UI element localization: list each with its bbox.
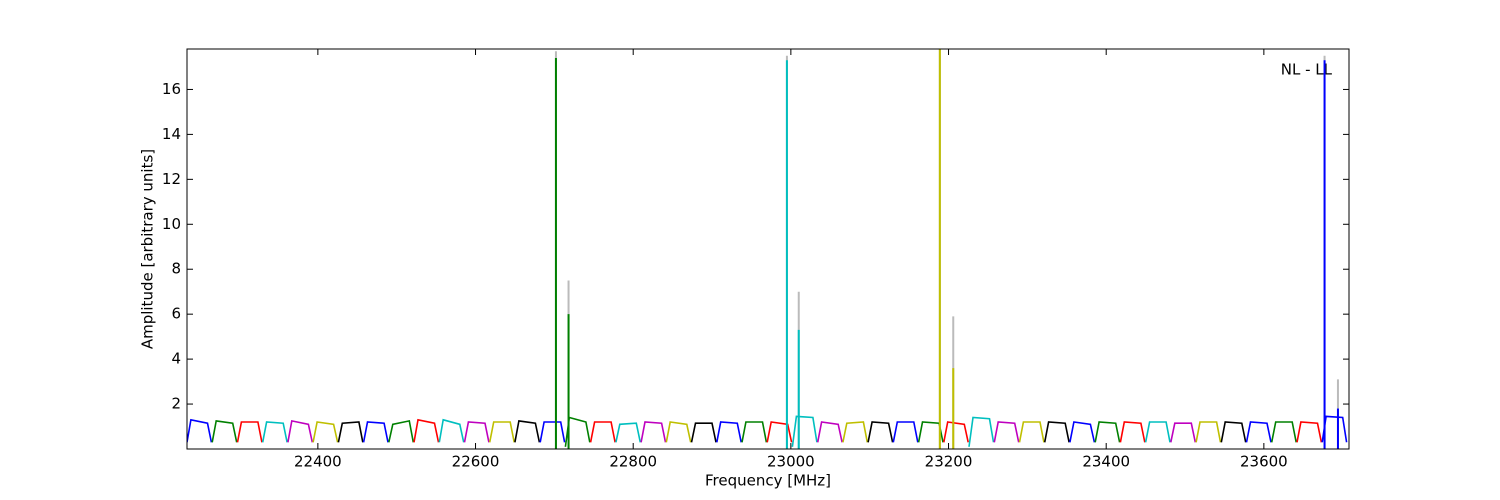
y-tick-label: 8 (171, 260, 181, 278)
series-line (1321, 415, 1348, 443)
series-line (791, 415, 818, 447)
series-line (1170, 422, 1197, 443)
x-tick-label: 23600 (1240, 453, 1288, 471)
series-line (211, 420, 238, 443)
series-line (1195, 421, 1222, 443)
series-line (539, 421, 566, 443)
series-line (716, 421, 742, 443)
series-line (892, 421, 919, 443)
series-line (1144, 421, 1171, 443)
y-tick-label: 16 (162, 80, 181, 98)
series-line (1296, 421, 1323, 443)
series-line (312, 421, 339, 443)
series-line (187, 418, 213, 443)
series-line (1094, 421, 1121, 443)
series-line (337, 421, 364, 443)
series-line (1018, 421, 1045, 443)
series-line (943, 421, 969, 443)
annotation: NL - LL (1281, 61, 1333, 79)
x-axis-label: Frequency [MHz] (705, 472, 831, 490)
series-line (993, 421, 1020, 443)
series-line (514, 420, 541, 443)
y-tick-label: 6 (171, 305, 181, 323)
series-line (665, 421, 692, 443)
x-tick-label: 22400 (294, 453, 342, 471)
series-line (867, 421, 894, 443)
series-line (438, 418, 465, 443)
series-line (261, 421, 288, 443)
series-line (640, 421, 667, 443)
series-line (968, 416, 995, 447)
x-tick-label: 22800 (609, 453, 657, 471)
y-tick-label: 2 (171, 395, 181, 413)
series-line (1270, 421, 1297, 443)
x-tick-label: 23000 (767, 453, 815, 471)
series-line (1069, 421, 1096, 443)
series-line (413, 418, 440, 443)
y-tick-label: 14 (162, 125, 181, 143)
y-tick-label: 12 (162, 170, 181, 188)
x-tick-label: 23400 (1082, 453, 1130, 471)
series-line (766, 421, 793, 443)
y-tick-label: 10 (162, 215, 181, 233)
series-line (690, 422, 717, 443)
series-line (816, 421, 843, 443)
series-line (564, 416, 591, 447)
series-line (236, 421, 263, 443)
series-line (1119, 421, 1146, 443)
series-line (463, 421, 490, 443)
series-line (287, 419, 314, 443)
series-line (917, 421, 944, 443)
x-tick-label: 22600 (452, 453, 500, 471)
series-line (1245, 421, 1272, 443)
series-line (615, 422, 642, 443)
y-tick-label: 4 (171, 350, 181, 368)
series-line (1220, 421, 1247, 443)
series-line (589, 421, 616, 443)
plot-frame (186, 48, 1350, 450)
series-line (388, 419, 415, 443)
x-tick-label: 23200 (925, 453, 973, 471)
series-line (1043, 421, 1070, 443)
y-axis-label: Amplitude [arbitrary units] (139, 149, 157, 349)
series-line (362, 421, 389, 443)
plot (187, 49, 1348, 449)
series-line (488, 421, 515, 443)
series-line (741, 421, 768, 443)
series-line (842, 421, 869, 443)
